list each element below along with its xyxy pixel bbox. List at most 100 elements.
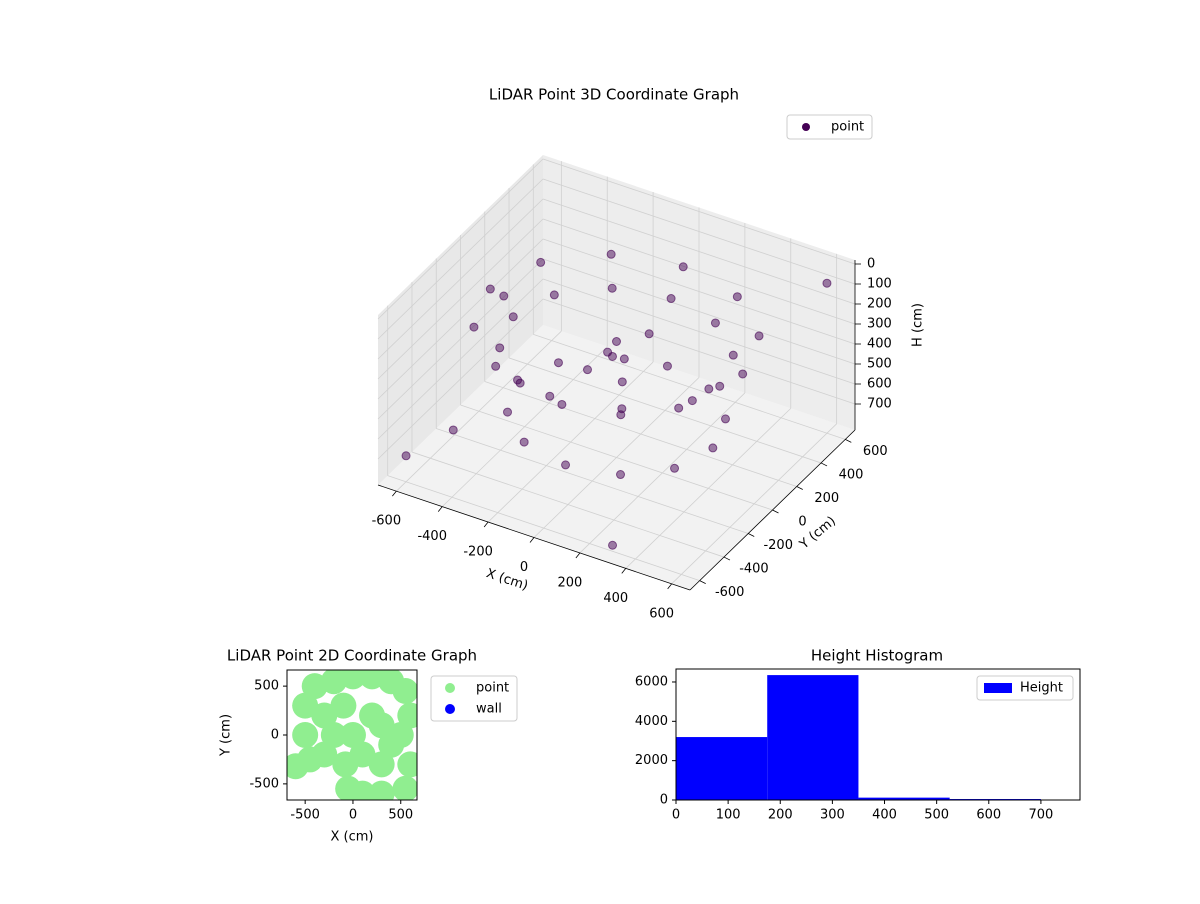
point xyxy=(536,257,546,267)
legend-box xyxy=(976,675,1074,701)
x-tick-label: 200 xyxy=(768,808,793,823)
point xyxy=(359,670,386,690)
chart-title: Height Histogram xyxy=(811,647,943,665)
grid-line xyxy=(377,298,544,460)
point xyxy=(368,751,395,778)
point xyxy=(335,775,362,800)
point xyxy=(708,443,718,453)
y-tick-label: -600 xyxy=(715,585,745,600)
z-tick-label: 200 xyxy=(867,297,892,312)
grid-line xyxy=(436,428,749,534)
point xyxy=(491,361,501,371)
tick-mark xyxy=(845,439,852,443)
x-axis-label: X (cm) xyxy=(331,830,374,845)
y-tick-label: -400 xyxy=(739,562,769,577)
y-axis-line xyxy=(689,429,856,591)
x-tick-label: 600 xyxy=(649,606,674,621)
y-tick-label: -200 xyxy=(763,538,793,553)
z-tick-label: 500 xyxy=(867,357,892,372)
tick-mark xyxy=(772,509,779,514)
plot-area xyxy=(287,670,417,800)
point xyxy=(495,343,505,353)
bar xyxy=(858,797,950,800)
point xyxy=(519,437,529,447)
x-tick-label: 600 xyxy=(976,808,1001,823)
point xyxy=(619,354,629,364)
point xyxy=(397,702,417,729)
point xyxy=(392,678,417,705)
grid-line xyxy=(542,278,856,385)
grid-line xyxy=(411,451,725,558)
point xyxy=(368,712,395,739)
z-tick-label: 100 xyxy=(867,277,892,292)
point xyxy=(616,410,626,420)
x-tick-label: 500 xyxy=(388,808,413,823)
z-tick-label: 700 xyxy=(867,397,892,412)
y-tick-label: 2000 xyxy=(635,753,668,768)
axes-frame xyxy=(675,668,1081,801)
legend-marker xyxy=(802,123,810,131)
x-tick-label: 0 xyxy=(672,808,680,823)
point xyxy=(397,751,417,778)
point xyxy=(508,312,518,322)
point xyxy=(612,337,621,346)
point xyxy=(606,249,616,259)
z-axis-label: H (cm) xyxy=(911,303,926,347)
y-tick-label: 0 xyxy=(798,515,806,530)
grid-line xyxy=(460,404,773,511)
point xyxy=(616,470,626,480)
point xyxy=(292,692,319,719)
point xyxy=(678,262,688,272)
point xyxy=(330,692,357,719)
point xyxy=(670,463,680,473)
grid-line xyxy=(377,278,544,440)
y-tick-label: 500 xyxy=(254,679,279,694)
bar xyxy=(676,737,768,800)
legend-marker xyxy=(984,683,1012,693)
grid-line xyxy=(542,158,856,265)
point xyxy=(704,384,714,394)
point xyxy=(732,292,742,302)
z-tick-label: 600 xyxy=(867,377,892,392)
tick-mark xyxy=(796,486,803,490)
tick-mark xyxy=(621,568,627,574)
y-tick-label: 0 xyxy=(271,728,279,743)
point xyxy=(607,283,617,293)
grid-line xyxy=(542,298,856,405)
x-tick-label: 500 xyxy=(924,808,949,823)
point xyxy=(469,322,479,332)
y-tick-label: 400 xyxy=(839,467,864,482)
y-tick-label: -500 xyxy=(249,776,279,791)
point xyxy=(617,377,627,387)
x-tick-label: 0 xyxy=(349,808,357,823)
point xyxy=(378,731,405,758)
point xyxy=(720,414,730,424)
point xyxy=(392,775,417,800)
point xyxy=(448,425,458,435)
point xyxy=(582,365,592,375)
x-tick-label: -200 xyxy=(463,545,493,560)
legend-label: wall xyxy=(476,702,502,717)
x-tick-label: 0 xyxy=(520,560,528,575)
point xyxy=(515,378,525,388)
point xyxy=(549,290,559,300)
grid-line xyxy=(542,198,856,305)
grid-line xyxy=(542,218,856,325)
point xyxy=(608,540,618,550)
x-tick-label: -600 xyxy=(372,514,402,529)
y-tick-label: 6000 xyxy=(635,674,668,689)
grid-line xyxy=(542,238,856,345)
point xyxy=(687,396,697,406)
point xyxy=(728,350,738,360)
point xyxy=(545,391,555,401)
x-tick-label: -500 xyxy=(290,808,320,823)
z-tick-label: 300 xyxy=(867,317,892,332)
grid-line xyxy=(508,357,822,464)
grid-line xyxy=(542,178,856,285)
y-tick-label: 4000 xyxy=(635,714,668,729)
grid-line xyxy=(377,238,544,400)
tick-mark xyxy=(529,537,535,543)
grid-line xyxy=(377,258,544,420)
x-tick-label: 300 xyxy=(820,808,845,823)
tick-mark xyxy=(748,533,755,537)
